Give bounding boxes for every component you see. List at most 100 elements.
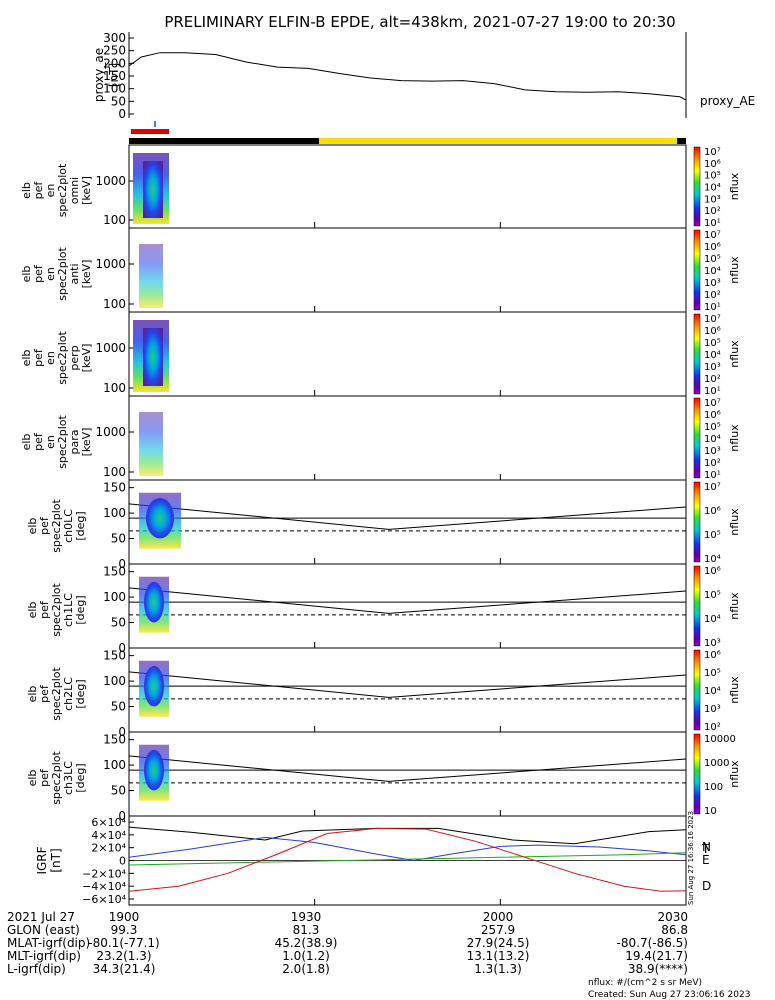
science-zone-tick xyxy=(154,121,156,127)
xaxis-row-0-value-2: 2000 xyxy=(483,910,514,924)
units-note: nflux: #/(cm^2 s sr MeV) xyxy=(588,978,702,988)
pitch-5-ylabel-0: elb xyxy=(26,518,39,535)
energy-2-yticklabel-1: 100 xyxy=(103,297,126,311)
igrf-legend-D: D xyxy=(702,879,711,893)
xaxis-row-1-value-3: 86.8 xyxy=(661,923,688,937)
xaxis-row-0-value-1: 1930 xyxy=(291,910,322,924)
pitch-7-yticklabel-2: 50 xyxy=(111,700,126,714)
energy-2-yticklabel-0: 1000 xyxy=(95,257,126,271)
ae-line xyxy=(128,52,687,101)
energy-2-cbar-tick-6: 10¹ xyxy=(704,302,721,313)
igrf-legend-N: N xyxy=(702,840,711,854)
pitch-8-ylabel-0: elb xyxy=(26,770,39,787)
pitch-8-ylabel-4: [deg] xyxy=(74,763,87,792)
xaxis-row-1-value-0: 99.3 xyxy=(111,923,138,937)
pitch-7-cbar-tick-3: 10³ xyxy=(704,704,721,715)
pitch-7-core xyxy=(144,665,164,707)
energy-4-cbar-tick-2: 10⁵ xyxy=(704,422,721,433)
energy-1-core xyxy=(143,161,163,218)
energy-3-cbar-tick-2: 10⁵ xyxy=(704,338,721,349)
ae-yticklabel-5: 50 xyxy=(111,94,126,108)
ae-yticklabel-2: 200 xyxy=(103,56,126,70)
energy-3-cbar-tick-6: 10¹ xyxy=(704,386,721,397)
energy-2-cbar-tick-1: 10⁶ xyxy=(704,242,721,253)
energy-3-colorbar xyxy=(693,313,701,395)
igrf-yticklabel-1: 4×10⁴ xyxy=(91,829,126,842)
igrf-yticklabel-4: −2×10⁴ xyxy=(82,867,126,880)
energy-4-cbar-tick-0: 10⁷ xyxy=(704,398,721,409)
energy-1-cbar-tick-0: 10⁷ xyxy=(704,147,721,158)
pitch-8-colorbar xyxy=(693,733,701,815)
energy-2-ylabel-3: spec2plot xyxy=(56,247,69,301)
energy-4-ylabel-2: en xyxy=(44,435,57,449)
xaxis-row-4-value-2: 1.3(1.3) xyxy=(474,962,522,976)
pitch-8-cbar-tick-1: 1000 xyxy=(704,758,729,769)
energy-1-ylabel-0: elb xyxy=(20,182,33,199)
pitch-5-yticklabel-3: 0 xyxy=(118,557,126,571)
igrf-series-E xyxy=(128,852,687,866)
xaxis-row-label-4: L-igrf(dip) xyxy=(7,962,66,976)
ae-yticklabel-6: 0 xyxy=(118,107,126,121)
pitch-7-colorbar xyxy=(693,649,701,731)
pitch-5-cbar-tick-2: 10⁵ xyxy=(704,530,721,541)
pitch-7-cbar-tick-2: 10⁴ xyxy=(704,686,721,697)
energy-2-cbar-tick-5: 10² xyxy=(704,290,721,301)
xaxis-row-2-value-0: -80.1(-77.1) xyxy=(88,936,159,950)
pitch-5-ylabel-3: ch0LC xyxy=(62,509,75,543)
energy-1-ylabel-1: pef xyxy=(32,181,45,200)
pitch-6-yticklabel-3: 0 xyxy=(118,641,126,655)
igrf-legend-T: T xyxy=(701,842,710,856)
eclipse-bar-end xyxy=(677,138,686,144)
energy-3-cbar-tick-5: 10² xyxy=(704,374,721,385)
energy-1-cbar-tick-6: 10¹ xyxy=(704,218,721,229)
energy-1-ylabel-3: spec2plot xyxy=(56,163,69,217)
ae-frame xyxy=(129,32,686,118)
energy-4-cbar-tick-1: 10⁶ xyxy=(704,410,721,421)
energy-2-ylabel-0: elb xyxy=(20,266,33,283)
energy-3-ylabel-4: perp xyxy=(68,345,81,370)
eclipse-bar xyxy=(129,138,319,144)
xaxis-row-4-value-1: 2.0(1.8) xyxy=(282,962,330,976)
xaxis-row-2-value-1: 45.2(38.9) xyxy=(275,936,338,950)
energy-1-cbar-tick-2: 10⁵ xyxy=(704,171,721,182)
pitch-7-ylabel-2: spec2plot xyxy=(50,667,63,721)
energy-4-cbar-tick-6: 10¹ xyxy=(704,470,721,481)
created-note: Created: Sun Aug 27 23:06:16 2023 xyxy=(588,990,750,1000)
xaxis-row-label-1: GLON (east) xyxy=(7,923,80,937)
x-axis-table: 2021 Jul 27 1900 1930 2000 2030 GLON (east) 99… xyxy=(7,910,688,976)
pitch-8-ylabel-3: ch3LC xyxy=(62,761,75,795)
energy-2-spectrum xyxy=(139,244,163,308)
energy-1-cbar-tick-3: 10⁴ xyxy=(704,183,721,194)
igrf-yticklabel-0: 6×10⁴ xyxy=(91,816,126,829)
pitch-8-yticklabel-2: 50 xyxy=(111,784,126,798)
pitch-7-local-bounds xyxy=(128,671,687,698)
energy-2-ylabel-2: en xyxy=(44,267,57,281)
energy-3-ylabel-3: spec2plot xyxy=(56,331,69,385)
energy-3-cbar-tick-0: 10⁷ xyxy=(704,314,721,325)
pitch-5-cbar-tick-0: 10⁷ xyxy=(704,482,721,493)
pitch-6-cbar-tick-1: 10⁵ xyxy=(704,590,721,601)
plot-title: PRELIMINARY ELFIN-B EPDE, alt=438km, 202… xyxy=(164,13,675,31)
igrf-ylabel-1: [nT] xyxy=(49,848,63,872)
pitch-8-cbar-tick-0: 10000 xyxy=(704,734,736,745)
xaxis-row-3-value-3: 19.4(21.7) xyxy=(625,949,688,963)
ae-yticklabel-0: 300 xyxy=(103,31,126,45)
energy-4-ylabel-3: spec2plot xyxy=(56,415,69,469)
pitch-6-ylabel-0: elb xyxy=(26,602,39,619)
energy-2-cbar-tick-2: 10⁵ xyxy=(704,254,721,265)
energy-4-cbar-tick-5: 10² xyxy=(704,458,721,469)
energy-4-frame xyxy=(128,395,687,481)
pitch-7-yticklabel-1: 100 xyxy=(103,674,126,688)
igrf-yticklabel-6: −6×10⁴ xyxy=(82,893,126,906)
pitch-7-yticklabel-3: 0 xyxy=(118,725,126,739)
energy-4-yticklabel-1: 100 xyxy=(103,465,126,479)
energy-1-ylabel-4: omni xyxy=(68,177,81,204)
igrf-legend-E: E xyxy=(702,853,710,867)
ae-legend: proxy_AE xyxy=(700,94,755,108)
ae-yticklabel-4: 100 xyxy=(103,82,126,96)
energy-1-cbar-tick-4: 10³ xyxy=(704,194,721,205)
igrf-series-T xyxy=(128,826,687,845)
pitch-6-cbar-tick-3: 10³ xyxy=(704,638,721,649)
energy-2-cbar-label: nflux xyxy=(728,256,741,284)
